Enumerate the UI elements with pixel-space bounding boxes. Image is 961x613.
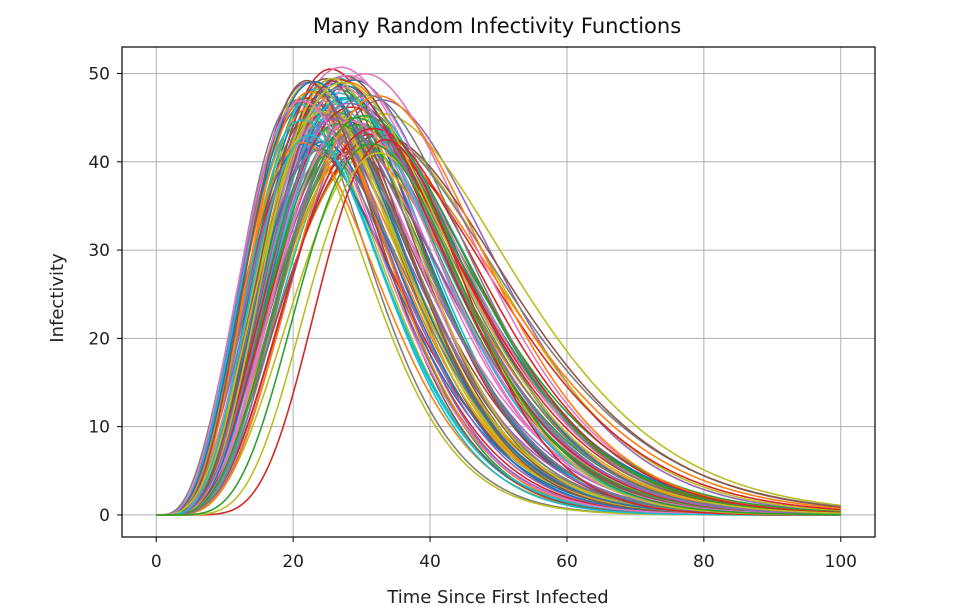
y-tick-label: 40 (88, 153, 110, 173)
x-axis-label: Time Since First Infected (386, 587, 608, 608)
y-tick-label: 30 (88, 241, 110, 261)
x-tick-label: 80 (693, 552, 715, 572)
x-axis-ticks: 0 20 40 60 80 100 (151, 537, 857, 572)
y-tick-label: 50 (88, 64, 110, 84)
series-line (156, 138, 841, 516)
x-tick-label: 60 (556, 552, 578, 572)
series-line (156, 134, 841, 516)
series-line (156, 138, 841, 516)
y-axis-label: Infectivity (47, 253, 68, 343)
series-line (156, 81, 841, 516)
x-tick-label: 20 (282, 552, 304, 572)
series-line (156, 102, 841, 516)
series-curves (156, 66, 841, 516)
y-tick-label: 10 (88, 418, 110, 438)
series-line (156, 127, 841, 516)
series-line (156, 143, 841, 516)
series-line (156, 115, 841, 516)
series-line (156, 134, 841, 516)
chart-title: Many Random Infectivity Functions (313, 14, 681, 38)
y-axis-ticks: 0 10 20 30 40 50 (88, 64, 122, 526)
x-tick-label: 0 (151, 552, 162, 572)
plot-frame (121, 46, 876, 538)
y-tick-label: 20 (88, 329, 110, 349)
x-tick-label: 40 (419, 552, 441, 572)
series-line (156, 120, 841, 516)
y-tick-label: 0 (99, 506, 110, 526)
x-tick-label: 100 (825, 552, 857, 572)
